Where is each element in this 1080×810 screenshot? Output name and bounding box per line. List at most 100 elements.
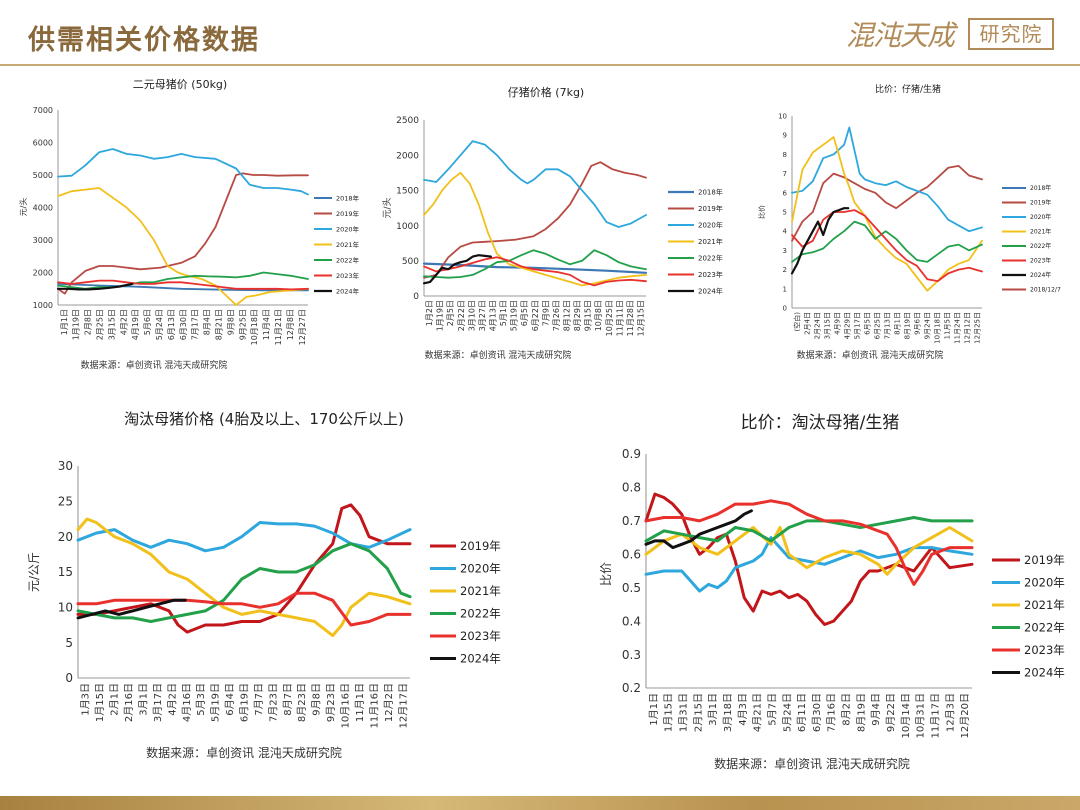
x-tick-label: 10月14日 (900, 693, 912, 738)
x-tick-label: 12月20日 (959, 693, 971, 738)
legend-label-2023: 2023年 (1030, 257, 1051, 265)
legend-label-2019: 2019年 (336, 209, 360, 218)
x-tick-label: 7月16日 (826, 693, 838, 732)
x-tick-label: 6月22日 (531, 300, 540, 331)
x-tick-label: 3月15日 (107, 309, 116, 340)
x-tick-label: 11月11日 (615, 300, 624, 336)
x-tick-label: 12月2日 (383, 683, 395, 722)
chart-piglet-hog-ratio: 比价：仔猪/生猪 0 1 2 3 4 5 6 7 8 9 10 比价 (空白) 2月4日 2月24日 3月15日… (757, 83, 1061, 361)
x-tick-label: 5月19日 (210, 683, 222, 722)
x-tick-label: 4月3日 (737, 693, 749, 726)
x-tick-label: 1月2日 (425, 300, 434, 326)
chart-title: 比价：仔猪/生猪 (875, 83, 941, 95)
x-tick-label: 7月23日 (267, 683, 279, 722)
x-tick-label: 10月18日 (933, 312, 941, 344)
y-axis-label: 元/头 (382, 197, 393, 218)
legend-label-2019: 2019年 (1024, 553, 1065, 567)
y-tick-label: 3000 (33, 236, 53, 245)
x-tick-label: 2月22日 (457, 300, 466, 331)
x-tick-label: 9月24日 (923, 312, 931, 339)
x-tick-label: 6月5日 (863, 312, 871, 335)
chart-title: 比价：淘汰母猪/生猪 (741, 413, 900, 433)
series-line-2022 (76, 542, 412, 623)
series-line-2022 (423, 249, 647, 279)
legend-label-2018-12-7: 2018/12/7 (1030, 287, 1061, 294)
x-tick-label: 2月24日 (813, 312, 821, 339)
x-tick-label: 6月25日 (873, 312, 881, 339)
y-tick-label: 4000 (33, 203, 53, 212)
header-divider (0, 64, 1080, 66)
legend-label-2021: 2021年 (336, 240, 360, 249)
x-tick-label: 12月3日 (944, 693, 956, 732)
legend-label-2023: 2023年 (460, 629, 501, 643)
y-tick-label: 5 (65, 636, 73, 650)
series-line-2023 (791, 209, 983, 283)
x-tick-label: 5月24日 (781, 693, 793, 732)
series-line-2023 (423, 256, 647, 287)
legend-label-2018: 2018年 (1030, 184, 1051, 192)
data-source-note: 数据来源：卓创资讯 混沌天成研究院 (425, 349, 572, 361)
y-tick-label: 0.9 (622, 447, 641, 461)
legend-label-2022: 2022年 (336, 255, 360, 264)
y-tick-label: 0.7 (622, 514, 641, 528)
y-tick-label: 9 (783, 132, 787, 140)
series-line-2022 (57, 271, 309, 290)
data-source-note: 数据来源：卓创资讯 混沌天成研究院 (714, 756, 910, 771)
y-tick-label: 5000 (33, 171, 53, 180)
legend-label-2020: 2020年 (1030, 213, 1051, 221)
y-axis-label: 元/公斤 (27, 552, 41, 592)
series-line-2024 (790, 207, 850, 275)
y-tick-label: 7000 (33, 106, 53, 115)
x-tick-label: 3月1日 (137, 683, 149, 716)
x-tick-label: 10月8日 (594, 300, 603, 331)
legend-label-2024: 2024年 (1024, 666, 1065, 680)
x-tick-label: 3月10日 (467, 300, 476, 331)
x-tick-label: 10月18日 (250, 309, 259, 345)
y-tick-label: 2000 (33, 268, 53, 277)
series-line-2024 (56, 282, 134, 291)
x-tick-label: 1月15日 (94, 683, 106, 722)
legend-label-2020: 2020年 (1024, 576, 1065, 590)
x-tick-label: 10月25日 (605, 300, 614, 336)
x-tick-label: 8月23日 (296, 683, 308, 722)
x-tick-label: 8月1日 (893, 312, 901, 335)
y-tick-label: 4 (783, 228, 788, 236)
legend-label-2021: 2021年 (1024, 598, 1065, 612)
x-tick-label: 10月31日 (915, 693, 927, 738)
x-tick-label: 10月16日 (340, 683, 352, 728)
x-tick-label: 5月6日 (143, 309, 152, 335)
series-line-2019 (57, 172, 309, 295)
x-tick-label: 11月4日 (262, 309, 271, 340)
series-line-2020 (57, 148, 309, 196)
y-tick-label: 2 (783, 266, 787, 274)
legend-label-2024: 2024年 (336, 286, 360, 295)
legend-label-2021: 2021年 (1030, 228, 1051, 236)
y-tick-label: 7 (783, 170, 787, 178)
chart-piglet-price-7kg: 仔猪价格 (7kg) 0 500 1000 1500 2000 2500 元/头 1月2日 1月1… (382, 85, 723, 361)
x-tick-label: 2月5日 (446, 300, 455, 326)
x-tick-label: 5月3日 (195, 683, 207, 716)
logo-institute-text: 研究院 (968, 18, 1054, 50)
x-tick-label: 3月27日 (478, 300, 487, 331)
y-tick-label: 10 (58, 601, 73, 615)
x-tick-label: 1月1日 (648, 693, 660, 726)
x-tick-label: 7月7日 (253, 683, 265, 716)
x-tick-label: 9月8日 (226, 309, 235, 335)
series-line-2018 (422, 262, 648, 274)
x-tick-label: 8月4日 (203, 309, 212, 335)
page-header: 供需相关价格数据 混沌天成 研究院 (0, 0, 1080, 64)
x-tick-label: 9月23日 (325, 683, 337, 722)
legend-label-2019: 2019年 (698, 204, 723, 213)
x-tick-label: 6月13日 (167, 309, 176, 340)
x-tick-label: 9月25日 (238, 309, 247, 340)
x-tick-label: 8月29日 (573, 300, 582, 331)
x-tick-label: 11月17日 (929, 693, 941, 738)
x-tick-label: 7月17日 (191, 309, 200, 340)
x-tick-label: 1月31日 (678, 693, 690, 732)
x-tick-label: 3月18日 (722, 693, 734, 732)
x-tick-label: 5月7日 (766, 693, 778, 726)
x-tick-label: 7月13日 (883, 312, 891, 339)
x-tick-label: 4月2日 (166, 683, 178, 716)
x-tick-label: 11月28日 (626, 300, 635, 336)
data-source-note: 数据来源：卓创资讯 混沌天成研究院 (146, 745, 342, 760)
